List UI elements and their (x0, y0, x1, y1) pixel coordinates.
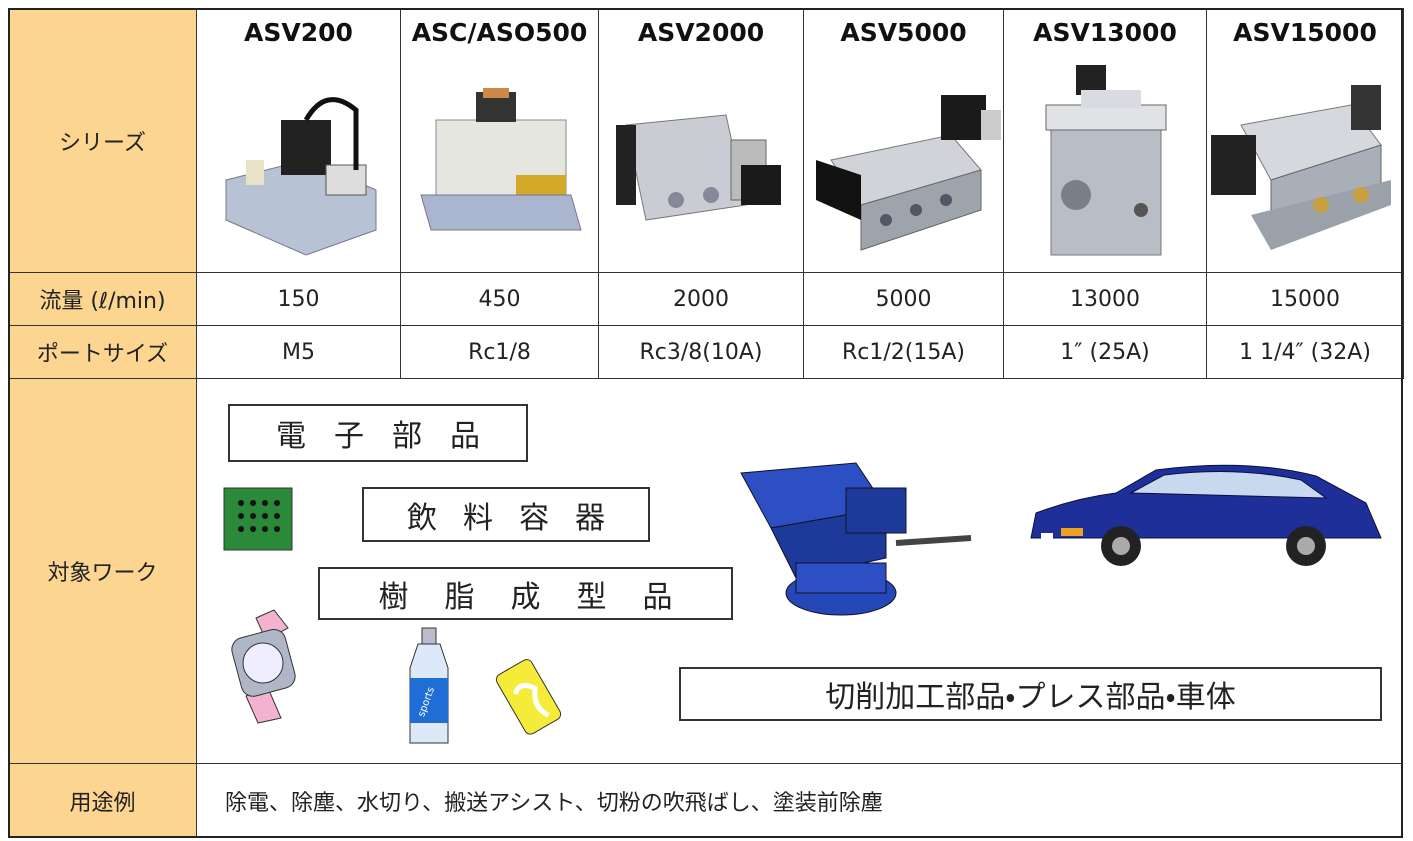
flow-value: 450 (400, 272, 599, 326)
watch-icon (231, 609, 296, 724)
port-value: Rc1/2(15A) (803, 325, 1004, 379)
product-image (616, 114, 781, 221)
model-name: ASV13000 (1033, 18, 1177, 47)
model-name: ASV15000 (1233, 18, 1377, 47)
product-image (1211, 85, 1391, 250)
row-header: 対象ワーク (8, 378, 197, 764)
car-icon (1030, 464, 1382, 566)
model-name: ASV2000 (637, 18, 765, 47)
port-value: 1 1/4″ (32A) (1206, 325, 1404, 379)
model-name: ASC/ASO500 (411, 18, 588, 47)
work-category: 飲料容器 (362, 487, 650, 542)
usage-text: 除電、除塵、水切り、搬送アシスト、切粉の吹飛ばし、塗装前除塵 (196, 763, 1403, 838)
work-category: 電子部品 (228, 404, 528, 462)
flow-value: 5000 (803, 272, 1004, 326)
model-name: ASV5000 (840, 18, 967, 47)
work-category: 樹脂成型品 (318, 567, 733, 620)
flow-value: 2000 (598, 272, 804, 326)
product-image (225, 97, 377, 256)
work-category: 切削加工部品・プレス部品・車体 (679, 667, 1382, 721)
flow-value: 150 (196, 272, 401, 326)
row-header: ポートサイズ (8, 325, 197, 379)
row-header: シリーズ (8, 8, 197, 273)
port-value: 1″ (25A) (1003, 325, 1207, 379)
port-value: Rc3/8(10A) (598, 325, 804, 379)
product-image (1045, 65, 1167, 256)
chip-icon (223, 487, 293, 551)
product-images (225, 65, 1391, 256)
row-header: 用途例 (8, 763, 197, 838)
model-name: ASV200 (244, 18, 353, 47)
port-value: M5 (196, 325, 401, 379)
row-header: 流量 (ℓ/min) (8, 272, 197, 326)
product-image (816, 95, 1001, 251)
bottle-icon: sports (409, 627, 449, 744)
vise-icon (740, 462, 972, 616)
port-value: Rc1/8 (400, 325, 599, 379)
flow-value: 13000 (1003, 272, 1207, 326)
work-images: sports (223, 462, 1382, 744)
product-image (420, 88, 582, 231)
flow-value: 15000 (1206, 272, 1404, 326)
can-icon (495, 659, 562, 735)
